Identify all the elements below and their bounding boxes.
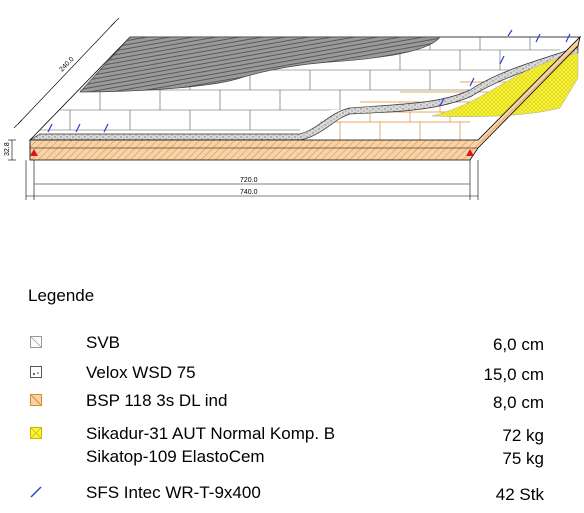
legend-row-sfs: SFS Intec WR-T-9x400 42 Stk — [0, 483, 584, 505]
legend-item-name: Sikatop-109 ElastoCem — [86, 447, 265, 466]
legend-item-name: SFS Intec WR-T-9x400 — [86, 483, 261, 502]
legend-item-qty: 6,0 cm — [492, 335, 544, 354]
legend-item-qty: 15,0 cm — [483, 365, 544, 384]
legend-row-bsp: BSP 118 3s DL ind 8,0 cm — [0, 391, 584, 413]
legend-item-qty: 72 kg — [502, 426, 544, 445]
legend-item-name: Sikadur-31 AUT Normal Komp. B — [86, 424, 336, 443]
yellow-crosshatch-icon — [30, 427, 42, 439]
legend-row-sikatop: Sikatop-109 ElastoCem 75 kg — [0, 447, 584, 469]
legend-item-name: SVB — [86, 333, 121, 352]
dim-diagonal: 240.0 — [58, 56, 75, 74]
legend-row-svb: SVB 6,0 cm — [0, 333, 584, 355]
legend-item-qty: 75 kg — [502, 449, 544, 468]
hatch-icon — [30, 336, 42, 348]
dim-outer-length: 740.0 — [240, 189, 258, 196]
velox-icon — [30, 366, 42, 378]
support-right — [466, 149, 474, 156]
legend-item-name: BSP 118 3s DL ind — [86, 391, 228, 410]
legend-row-sikadur: Sikadur-31 AUT Normal Komp. B 72 kg — [0, 424, 584, 446]
screw-markers — [47, 29, 571, 133]
dim-inner-length: 720.0 — [240, 177, 258, 184]
legend-title: Legende — [28, 286, 95, 305]
floor-construction-drawing: 240.0 32.8 720.0 740.0 — [4, 17, 581, 200]
dimension-lines — [8, 17, 479, 200]
orange-hatch-icon — [30, 394, 42, 406]
support-left — [30, 149, 38, 156]
legend-item-qty: 8,0 cm — [492, 393, 544, 412]
legend-row-velox: Velox WSD 75 15,0 cm — [0, 363, 584, 385]
screw-icon — [30, 486, 42, 498]
legend-item-qty: 42 Stk — [495, 485, 544, 504]
svb-layer — [79, 36, 441, 93]
concrete-strip — [28, 46, 579, 141]
legend-item-name: Velox WSD 75 — [86, 363, 196, 382]
dim-height: 32.8 — [4, 142, 11, 156]
